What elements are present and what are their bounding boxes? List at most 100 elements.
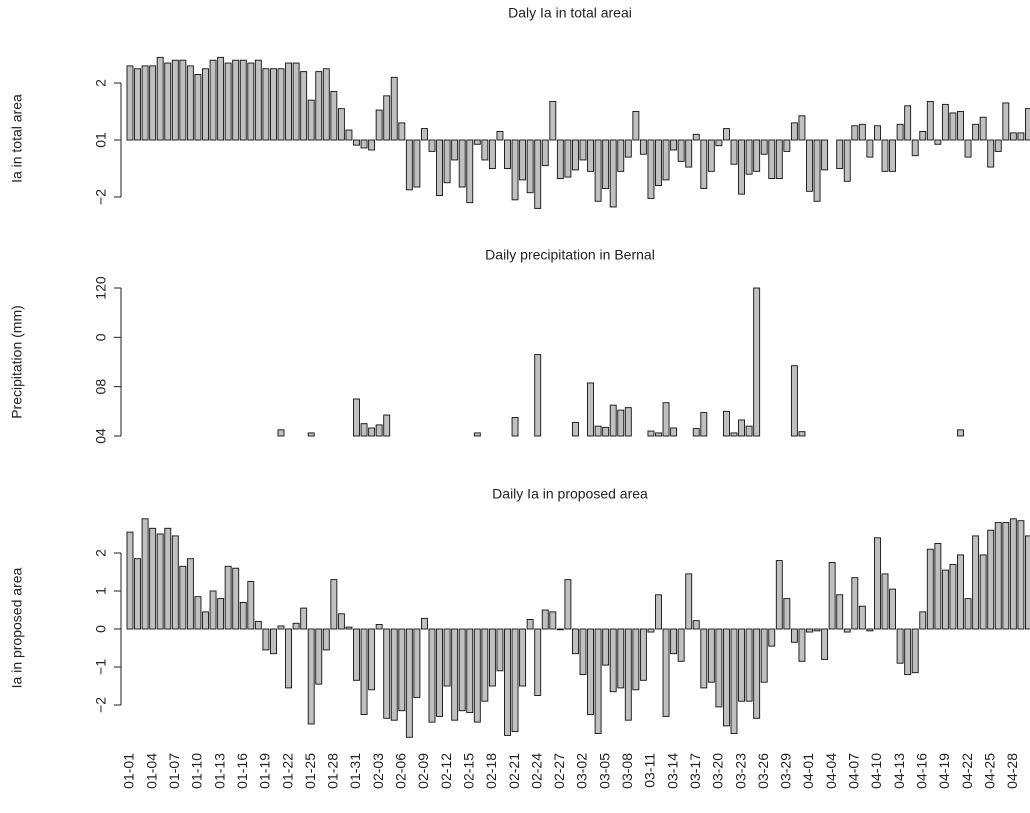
bar <box>647 628 655 633</box>
bar <box>874 537 881 630</box>
bar <box>602 426 610 437</box>
x-tick-label: 02-09 <box>415 753 431 789</box>
bar <box>972 123 980 141</box>
bar <box>375 623 383 630</box>
bar <box>194 596 202 630</box>
bar <box>579 628 587 676</box>
bar <box>209 59 217 141</box>
y-tick-label: 08 <box>93 379 109 395</box>
bar <box>345 129 353 141</box>
bar <box>405 139 413 191</box>
bar <box>504 139 511 169</box>
bar <box>149 527 157 630</box>
x-tick-label: 01-16 <box>234 753 250 789</box>
y-axis-label: Precipitation (mm) <box>9 305 25 419</box>
y-tick-label: 04 <box>93 428 109 444</box>
bar <box>972 535 980 630</box>
bar <box>383 628 391 719</box>
bar <box>957 429 964 437</box>
bar <box>813 139 821 202</box>
bar <box>315 71 323 141</box>
bar <box>473 139 481 145</box>
bar <box>488 139 496 169</box>
bar <box>292 622 300 630</box>
bar <box>851 577 859 630</box>
bar <box>760 628 768 683</box>
bar <box>836 139 844 169</box>
x-tick-label: 01-19 <box>257 753 273 789</box>
bar <box>821 139 829 171</box>
bar <box>957 554 964 630</box>
bar <box>360 628 368 715</box>
x-tick-label: 04-28 <box>1004 753 1020 789</box>
bar <box>730 432 738 437</box>
bar <box>247 581 255 630</box>
bar <box>919 130 927 141</box>
bar <box>375 109 383 141</box>
bar <box>564 139 572 178</box>
bar <box>798 628 806 662</box>
bar <box>753 139 761 172</box>
bar <box>617 628 625 689</box>
bar <box>768 628 776 647</box>
x-tick-label: 02-15 <box>460 753 476 789</box>
bar <box>209 590 217 630</box>
bar <box>126 531 134 630</box>
bar <box>368 427 376 437</box>
bar <box>934 139 942 145</box>
bar <box>670 427 678 437</box>
bar <box>632 111 640 141</box>
x-tick-label: 01-25 <box>302 753 318 789</box>
bar <box>655 432 662 437</box>
bar <box>164 62 172 141</box>
bar <box>315 628 323 685</box>
x-tick-label: 02-27 <box>551 753 567 789</box>
bar <box>405 628 413 738</box>
bar <box>398 122 406 141</box>
bar <box>783 139 791 152</box>
y-tick-label: 2 <box>93 79 109 87</box>
x-tick-label: 03-20 <box>710 753 726 789</box>
bar <box>307 99 315 141</box>
bar <box>715 628 723 708</box>
x-tick-label: 02-18 <box>483 753 499 789</box>
x-tick-label: 01-07 <box>166 753 182 789</box>
bar <box>134 558 142 630</box>
bar <box>194 73 202 141</box>
bar <box>700 628 708 689</box>
bar <box>1024 535 1030 630</box>
bar <box>685 139 693 168</box>
bar <box>949 112 957 141</box>
y-axis-label: Ia in proposed area <box>9 568 25 689</box>
bar <box>1024 108 1030 141</box>
x-tick-label: 03-29 <box>778 753 794 789</box>
bar <box>828 562 836 630</box>
bar <box>926 548 934 630</box>
bar <box>164 527 172 630</box>
x-tick-label: 04-22 <box>959 753 975 789</box>
bar <box>617 139 625 172</box>
x-tick-label: 03-05 <box>596 753 612 789</box>
bar <box>775 560 783 630</box>
bar <box>768 139 776 179</box>
bar <box>677 628 685 662</box>
bar <box>534 354 542 437</box>
bar <box>753 287 761 437</box>
bar <box>171 59 179 141</box>
x-tick-label: 01-28 <box>325 753 341 789</box>
bar <box>662 139 670 181</box>
bar <box>707 628 715 683</box>
bar <box>202 68 209 141</box>
bar <box>934 543 942 630</box>
bar <box>821 628 829 660</box>
bar <box>322 628 330 651</box>
bar <box>390 76 398 141</box>
x-tick-label: 04-19 <box>936 753 952 789</box>
bar <box>239 59 247 141</box>
bar <box>1009 518 1017 630</box>
bar <box>926 101 934 141</box>
bar <box>798 115 806 141</box>
bar <box>436 139 443 197</box>
bar <box>647 139 655 199</box>
bar <box>549 611 557 630</box>
